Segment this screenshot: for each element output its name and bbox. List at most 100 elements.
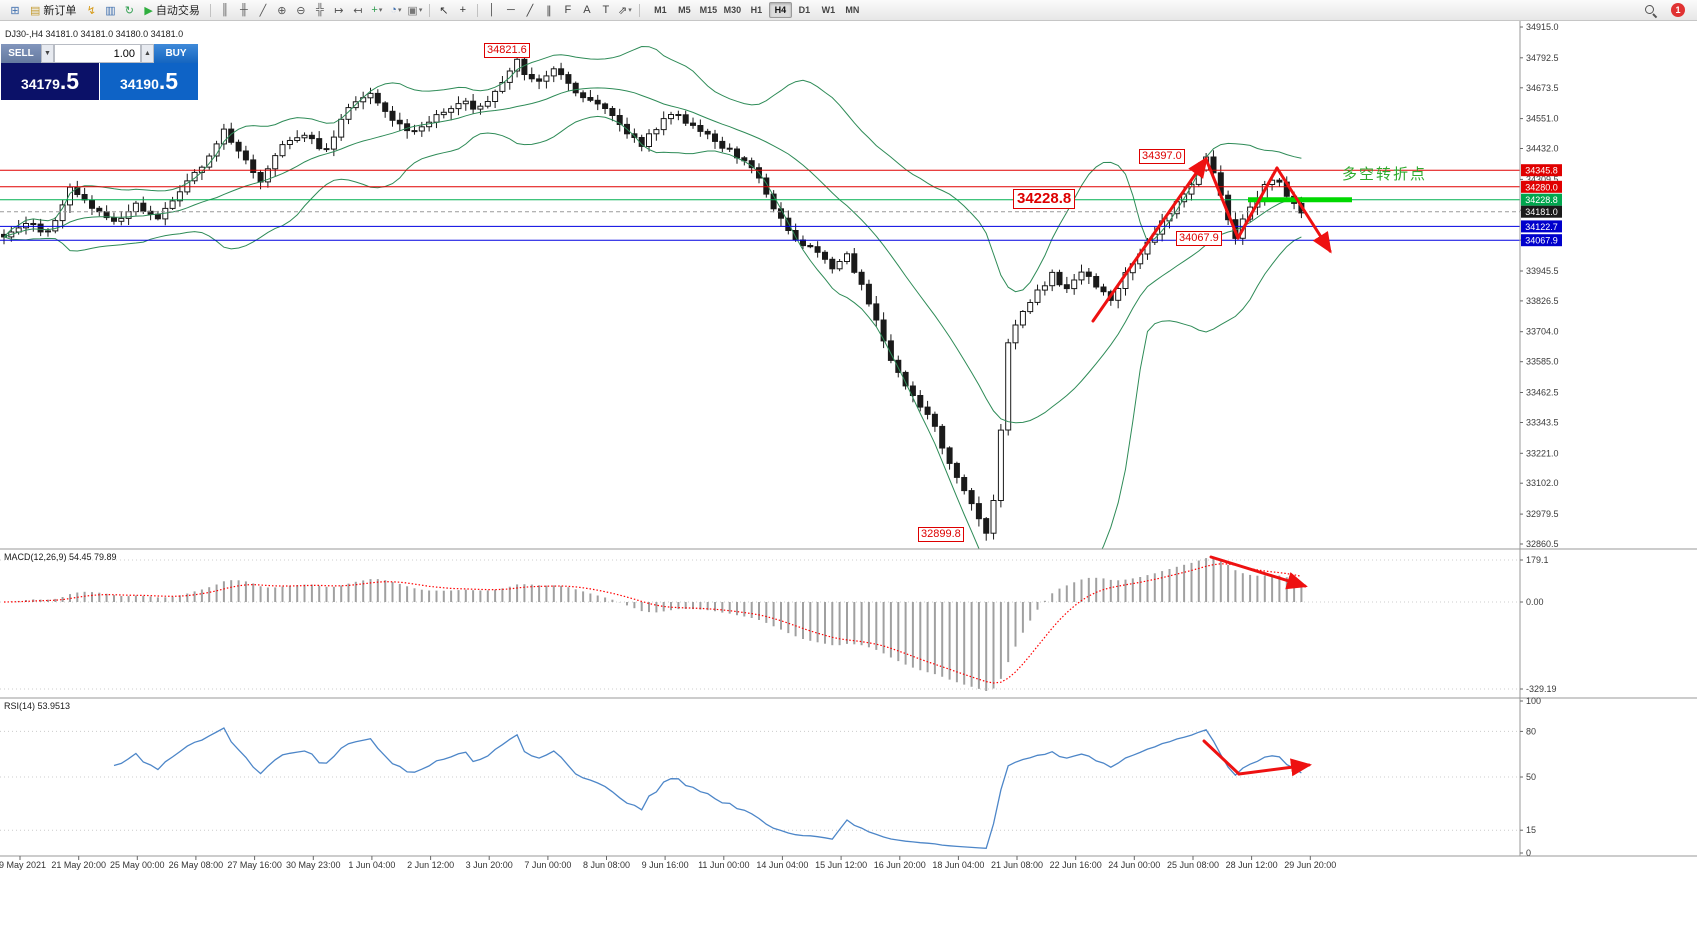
svg-text:22 Jun 16:00: 22 Jun 16:00: [1050, 860, 1102, 870]
price-label-peak[interactable]: 34397.0: [1139, 149, 1185, 164]
label-icon[interactable]: T: [597, 2, 615, 19]
candlesticks: [1, 52, 1305, 541]
svg-text:34792.5: 34792.5: [1526, 53, 1559, 63]
price-label-high[interactable]: 34821.6: [484, 43, 530, 58]
auto-scroll-icon[interactable]: ↦: [330, 2, 348, 19]
svg-text:80: 80: [1526, 726, 1536, 736]
new-chart-icon[interactable]: ⊞: [6, 2, 24, 19]
buy-button[interactable]: BUY: [154, 44, 198, 63]
indicators-button[interactable]: + ▾: [368, 2, 386, 19]
rsi-panel-content: [0, 727, 1520, 849]
timeframe-m30-button[interactable]: M30: [721, 2, 744, 18]
trendline-icon[interactable]: ╱: [521, 2, 539, 19]
templates-icon: ▣: [407, 4, 418, 17]
price-label-mid[interactable]: 34228.8: [1013, 189, 1076, 209]
timeframe-mn-button[interactable]: MN: [841, 2, 864, 18]
svg-text:7 Jun 00:00: 7 Jun 00:00: [524, 860, 571, 870]
line-chart-icon: ╱: [259, 4, 267, 17]
tile-windows-icon: ╬: [315, 4, 324, 16]
trend-arrows[interactable]: [1091, 156, 1332, 777]
sell-button[interactable]: SELL: [1, 44, 41, 63]
templates-button[interactable]: ▣ ▾: [406, 2, 424, 19]
line-chart-icon[interactable]: ╱: [254, 2, 272, 19]
vertical-line-icon[interactable]: │: [483, 2, 501, 19]
svg-text:100: 100: [1526, 696, 1541, 706]
dropdown-caret-icon: ▾: [397, 7, 402, 14]
zoom-out-icon[interactable]: ⊖: [292, 2, 310, 19]
timeframe-w1-button[interactable]: W1: [817, 2, 840, 18]
crosshair-icon[interactable]: +: [454, 2, 472, 19]
indicators-icon: +: [371, 4, 378, 16]
new-order-button[interactable]: ▤ 新订单: [25, 2, 81, 19]
svg-text:11 Jun 00:00: 11 Jun 00:00: [698, 860, 749, 870]
svg-text:21 Jun 08:00: 21 Jun 08:00: [991, 860, 1043, 870]
new-order-icon: ▤: [30, 4, 41, 17]
price-label-pullback[interactable]: 34067.9: [1176, 231, 1222, 246]
volume-increase-button[interactable]: ▲: [141, 44, 154, 63]
timeframe-h1-button[interactable]: H1: [745, 2, 768, 18]
zoom-in-icon[interactable]: ⊕: [273, 2, 291, 19]
toolbar: ⊞ ▤ 新订单 ↯ ▥ ↻ ▶ 自动交易 ║ ╫ ╱ ⊕ ⊖ ╬ ↦ ↤ + ▾ ◔ ▾ ▣ ▾ ↖ + │ ─ ╱ ∥ F A T ⇗ ▾ M1…: [0, 0, 1697, 21]
cursor-icon[interactable]: ↖: [435, 2, 453, 19]
periods-button[interactable]: ◔ ▾: [387, 2, 405, 19]
time-axis[interactable]: 19 May 2021 21 May 20:00 25 May 00:00 26 Ma…: [0, 856, 1336, 870]
market-watch-icon[interactable]: ▥: [101, 2, 119, 19]
timeframe-m15-button[interactable]: M15: [697, 2, 720, 18]
svg-text:34551.0: 34551.0: [1526, 114, 1559, 124]
refresh-icon[interactable]: ↻: [120, 2, 138, 19]
svg-text:33826.5: 33826.5: [1526, 296, 1559, 306]
trendline-icon: ╱: [526, 4, 534, 17]
volume-input[interactable]: [54, 44, 141, 63]
auto-trading-icon: ▶: [144, 4, 153, 17]
auto-trading-button[interactable]: ▶ 自动交易: [139, 2, 204, 19]
buy-price[interactable]: 34190 .5: [100, 63, 198, 100]
price-axis[interactable]: 34915.0 34792.5 34673.5 34551.0 34432.0 34309…: [1520, 22, 1562, 858]
text-icon[interactable]: A: [578, 2, 596, 19]
volume-decrease-button[interactable]: ▼: [41, 44, 54, 63]
horizontal-levels[interactable]: [0, 169, 1520, 241]
toolbar-separator: [209, 3, 211, 17]
svg-text:33102.0: 33102.0: [1526, 478, 1559, 488]
timeframe-d1-button[interactable]: D1: [793, 2, 816, 18]
search-icon[interactable]: [1644, 4, 1657, 17]
timeframe-h4-button[interactable]: H4: [768, 2, 792, 18]
lightning-icon[interactable]: ↯: [82, 2, 100, 19]
one-click-trading-panel: SELL ▼ ▲ BUY 34179 .5 34190 .5: [1, 44, 198, 100]
sell-price[interactable]: 34179 .5: [1, 63, 99, 100]
bar-chart-icon[interactable]: ║: [216, 2, 234, 19]
svg-text:34122.7: 34122.7: [1525, 222, 1558, 232]
sell-price-int: 34179: [20, 76, 60, 92]
turning-point-note[interactable]: 多空转折点: [1342, 166, 1428, 183]
chart-shift-icon[interactable]: ↤: [349, 2, 367, 19]
svg-text:30 May 23:00: 30 May 23:00: [286, 860, 341, 870]
horizontal-line-icon[interactable]: ─: [502, 2, 520, 19]
svg-text:25 Jun 08:00: 25 Jun 08:00: [1167, 860, 1219, 870]
svg-text:25 May 00:00: 25 May 00:00: [110, 860, 165, 870]
svg-text:34432.0: 34432.0: [1526, 144, 1559, 154]
dropdown-caret-icon: ▾: [628, 7, 632, 14]
tile-windows-icon[interactable]: ╬: [311, 2, 329, 19]
svg-text:34280.0: 34280.0: [1525, 182, 1558, 192]
channel-icon[interactable]: ∥: [540, 2, 558, 19]
toolbar-separator: [428, 3, 430, 17]
arrows-button[interactable]: ⇗ ▾: [616, 2, 634, 19]
svg-text:21 May 20:00: 21 May 20:00: [51, 860, 106, 870]
timeframe-m1-button[interactable]: M1: [649, 2, 672, 18]
candlestick-chart-icon: ╫: [239, 4, 248, 16]
fibonacci-icon[interactable]: F: [559, 2, 577, 19]
svg-text:26 May 08:00: 26 May 08:00: [169, 860, 224, 870]
toolbar-separator: [638, 3, 640, 17]
new-chart-icon: ⊞: [10, 4, 20, 17]
panel-borders: [0, 21, 1697, 857]
price-label-low[interactable]: 32899.8: [918, 527, 964, 542]
channel-icon: ∥: [546, 4, 552, 17]
zoom-out-icon: ⊖: [296, 4, 306, 17]
crosshair-icon: +: [459, 4, 467, 16]
timeframe-m5-button[interactable]: M5: [673, 2, 696, 18]
sell-price-frac: .5: [59, 68, 80, 94]
candlestick-chart-icon[interactable]: ╫: [235, 2, 253, 19]
svg-text:34067.9: 34067.9: [1525, 236, 1558, 246]
notification-badge[interactable]: 1: [1671, 3, 1685, 17]
auto-trading-button-label: 自动交易: [155, 5, 200, 17]
